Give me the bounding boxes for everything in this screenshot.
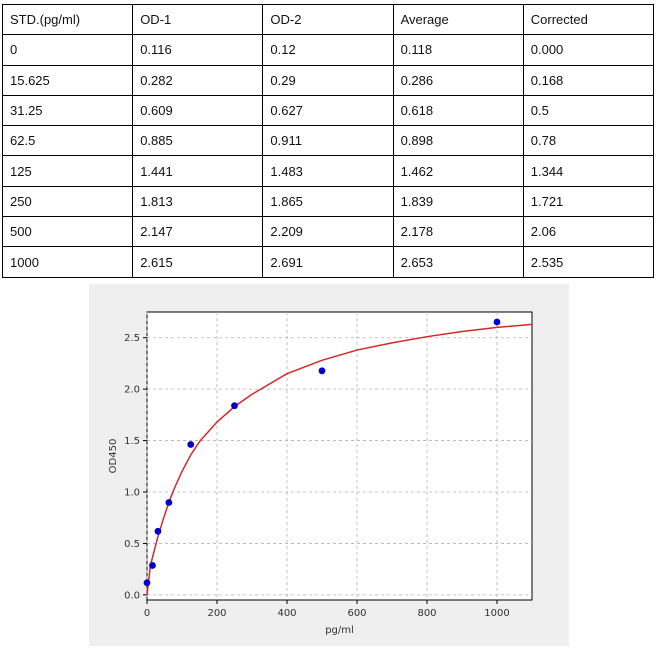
table-cell: 2.209 <box>262 216 394 248</box>
table-cell: 1.839 <box>392 185 524 218</box>
data-point <box>231 402 238 410</box>
table-cell: 2.653 <box>392 246 524 278</box>
table-cell: 2.06 <box>522 216 655 248</box>
x-tick-label: 800 <box>417 608 436 619</box>
table-cell: 1.813 <box>132 185 264 218</box>
y-tick-label: 2.5 <box>124 333 140 344</box>
table-cell: 0.5 <box>522 94 655 127</box>
table-cell: 2.535 <box>522 246 655 278</box>
column-header: OD-1 <box>132 3 264 36</box>
table-cell: 1.441 <box>132 155 264 187</box>
table-cell: 2.691 <box>262 246 394 278</box>
table-cell: 0.618 <box>392 94 524 127</box>
table-row: 62.5 0.885 0.911 0.898 0.78 <box>1 125 655 157</box>
table-cell: 0.627 <box>262 94 394 127</box>
x-axis-label: pg/ml <box>325 625 354 636</box>
y-axis-label: OD450 <box>108 439 119 474</box>
table-cell: 0.12 <box>262 34 394 66</box>
table-row: 500 2.147 2.209 2.178 2.06 <box>1 216 655 248</box>
table-row: 125 1.441 1.483 1.462 1.344 <box>1 155 655 187</box>
table-cell: 1000 <box>1 246 134 278</box>
y-tick-label: 2.0 <box>124 385 140 396</box>
table-cell: 0 <box>1 34 134 66</box>
table-cell: 0.116 <box>132 34 264 66</box>
table-cell: 0.168 <box>522 64 655 96</box>
data-point <box>165 499 173 506</box>
y-tick-label: 0.0 <box>124 590 140 601</box>
column-header: OD-2 <box>262 3 394 36</box>
table-cell: 0.898 <box>392 125 524 157</box>
table-cell: 0.118 <box>392 34 524 66</box>
standard-curve-table: STD.(pg/ml) OD-1 OD-2 Average Corrected … <box>1 3 655 278</box>
table-row: 15.625 0.282 0.29 0.286 0.168 <box>1 64 655 96</box>
table-cell: 1.462 <box>392 155 524 187</box>
y-tick-label: 1.0 <box>124 488 140 499</box>
grid-layer <box>146 312 532 600</box>
tick-layer: 0 200 400 600 800 1000 0.0 0.5 1.0 1.5 2.0 2.5 <box>124 333 510 619</box>
table-cell: 62.5 <box>1 125 134 157</box>
table-cell: 0.911 <box>262 125 394 157</box>
table-cell: 125 <box>1 155 134 187</box>
table-cell: 500 <box>1 216 134 248</box>
table-cell: 2.147 <box>132 216 264 248</box>
x-tick-label: 200 <box>207 608 226 619</box>
standard-curve-chart: 0 200 400 600 800 1000 0.0 0.5 1.0 1.5 2.0 2.5 pg/m… <box>89 284 569 646</box>
table-cell: 1.483 <box>262 155 394 187</box>
table-row: 31.25 0.609 0.627 0.618 0.5 <box>1 94 655 127</box>
y-tick-label: 0.5 <box>124 539 140 550</box>
column-header: STD.(pg/ml) <box>1 3 134 36</box>
table-row: 250 1.813 1.865 1.839 1.721 <box>1 185 655 218</box>
x-tick-label: 0 <box>144 608 150 619</box>
data-point <box>318 367 326 375</box>
table-cell: 15.625 <box>1 64 134 96</box>
plot-area <box>146 311 533 601</box>
table-cell: 2.615 <box>132 246 264 278</box>
table-row: 0 0.116 0.12 0.118 0.000 <box>1 34 655 66</box>
table-cell: 2.178 <box>392 216 524 248</box>
column-header: Corrected <box>522 3 655 36</box>
table-cell: 1.344 <box>522 155 655 187</box>
point-layer <box>143 318 501 587</box>
table-cell: 250 <box>1 185 134 218</box>
data-point <box>143 579 151 587</box>
chart-svg: 0 200 400 600 800 1000 0.0 0.5 1.0 1.5 2.0 2.5 pg/m… <box>108 311 533 636</box>
table-cell: 0.282 <box>132 64 264 96</box>
x-tick-label: 400 <box>277 608 296 619</box>
y-tick-label: 1.5 <box>124 436 140 447</box>
table-cell: 31.25 <box>1 94 134 127</box>
x-tick-label: 600 <box>347 608 366 619</box>
table-cell: 0.609 <box>132 94 264 127</box>
table-cell: 0.29 <box>262 64 394 96</box>
table-cell: 1.721 <box>522 185 655 218</box>
data-point <box>493 318 501 326</box>
data-point <box>154 527 162 535</box>
table-header-row: STD.(pg/ml) OD-1 OD-2 Average Corrected <box>1 3 655 36</box>
table-cell: 1.865 <box>262 185 394 218</box>
column-header: Average <box>392 3 524 36</box>
table-cell: 0.78 <box>522 125 655 157</box>
data-point <box>187 441 195 448</box>
table-row: 1000 2.615 2.691 2.653 2.535 <box>1 246 655 278</box>
table-cell: 0.000 <box>522 34 655 66</box>
data-point <box>149 562 156 569</box>
table-cell: 0.286 <box>392 64 524 96</box>
x-tick-label: 1000 <box>484 608 509 619</box>
table-cell: 0.885 <box>132 125 264 157</box>
